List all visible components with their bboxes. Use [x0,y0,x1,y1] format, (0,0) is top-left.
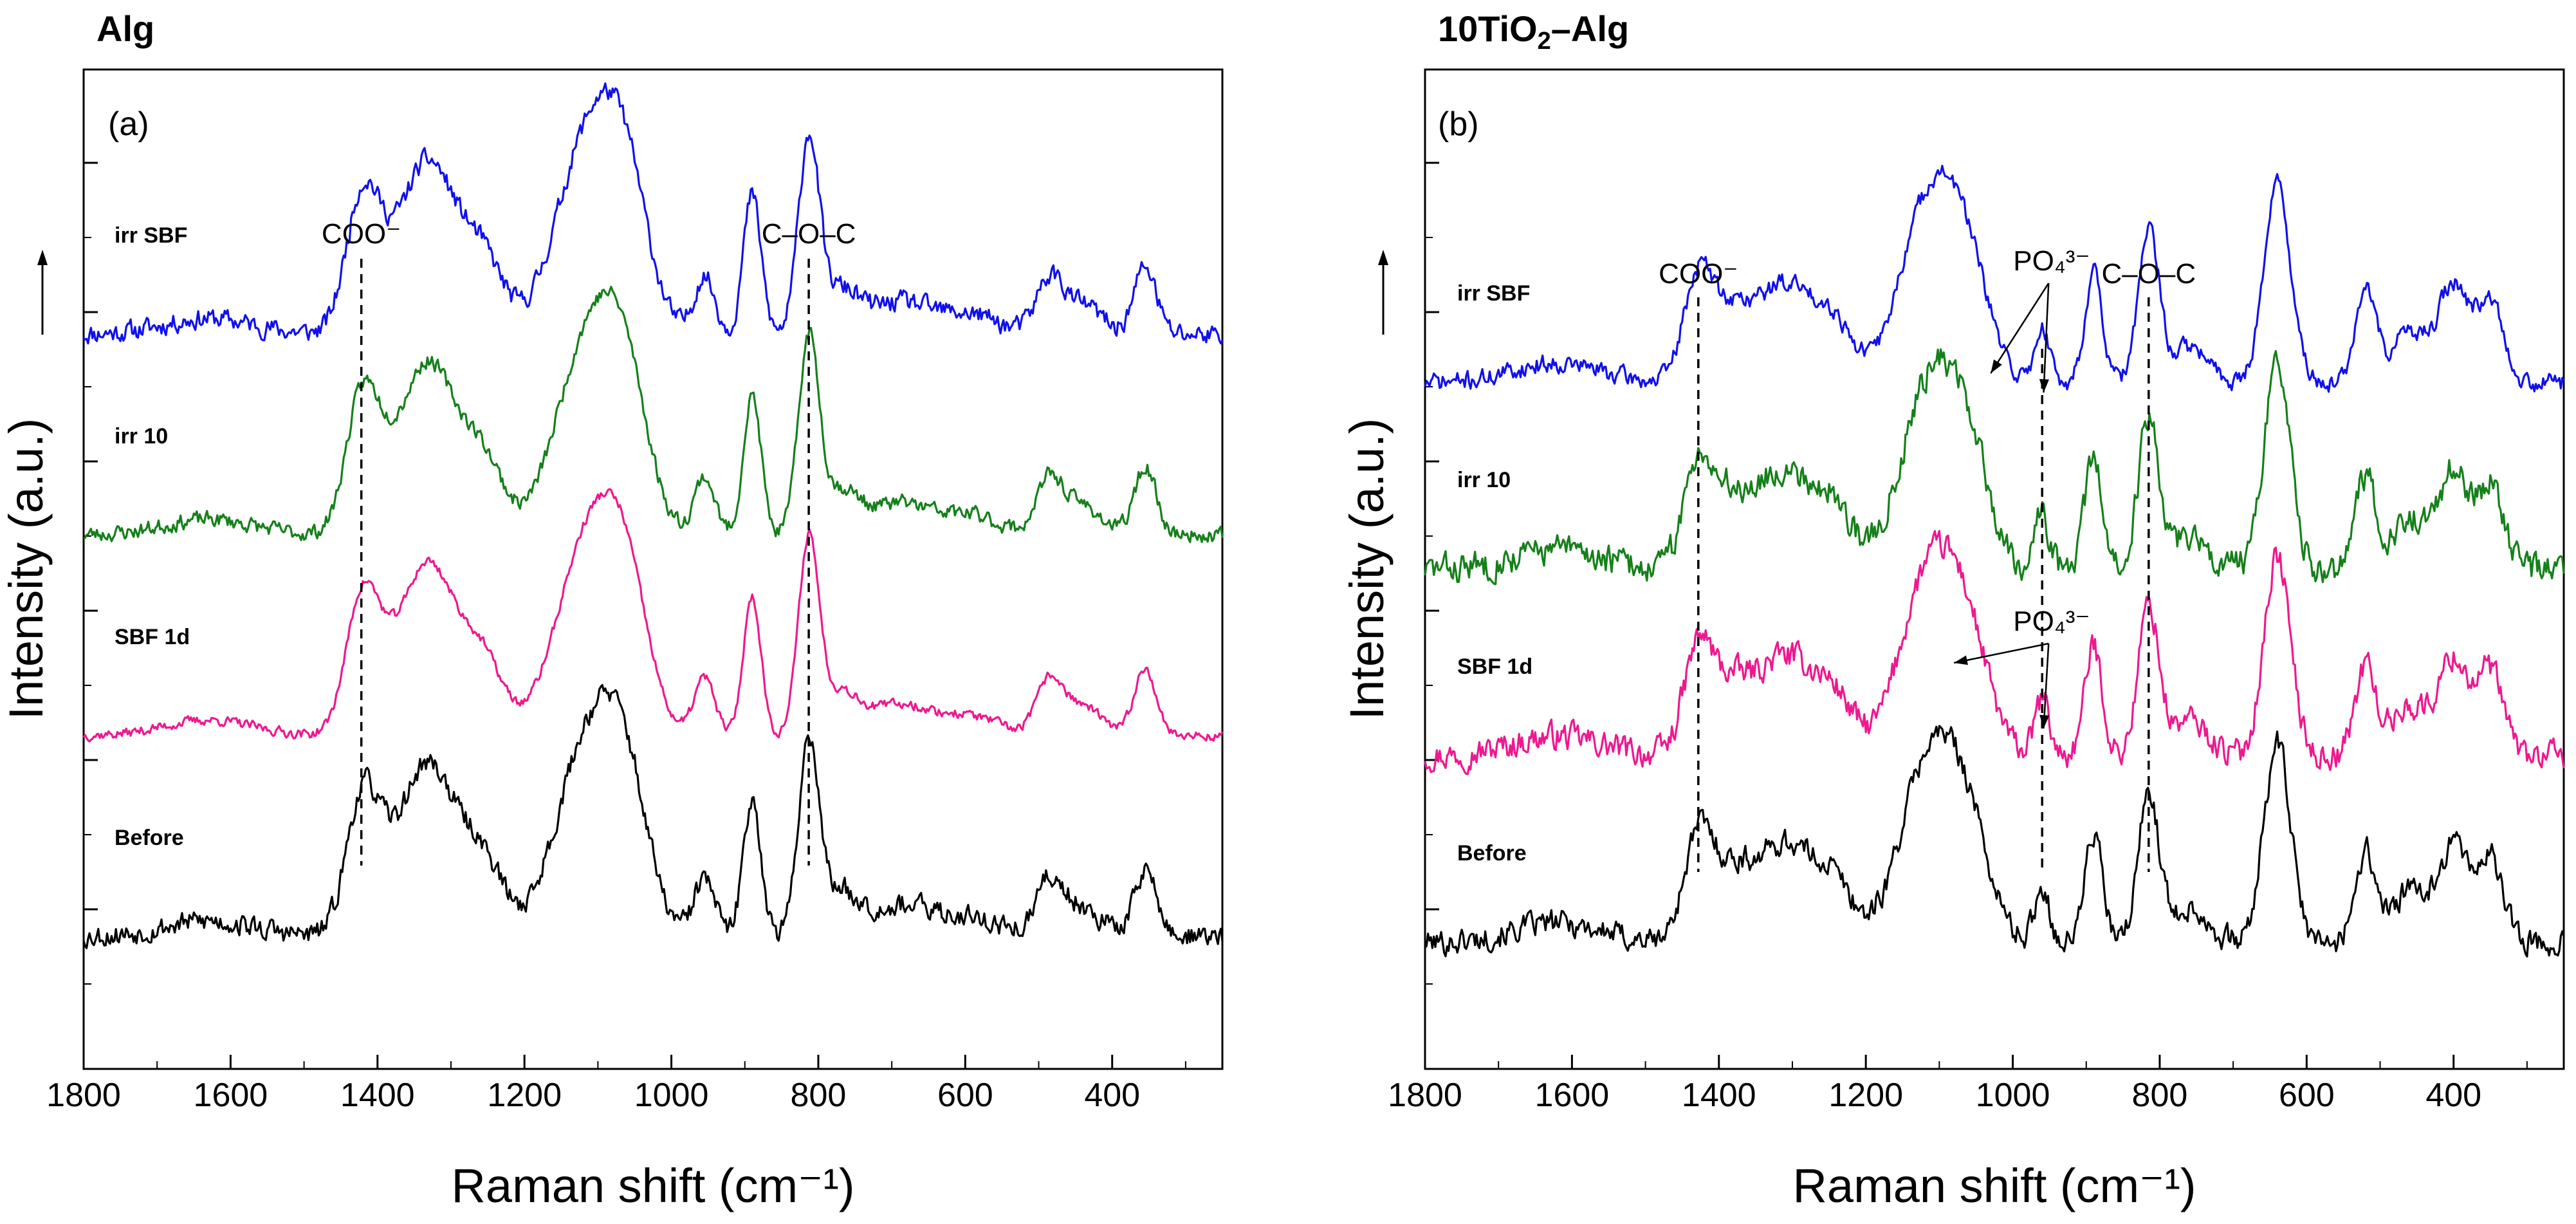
panel-b-x-tick-label-600: 600 [2279,1077,2335,1114]
panel-a-series-irr-sbf [82,82,1224,345]
panel-b-x-tick-label-400: 400 [2425,1077,2481,1114]
panel-b-series-before [1424,725,2565,958]
panel-a-x-tick-label-400: 400 [1084,1077,1140,1114]
panel-b-annotation-arrow-2-1 [2043,283,2050,393]
panel-b-x-tick-label-1600: 1600 [1535,1077,1610,1114]
panel-a-letter: (a) [108,106,149,143]
panel-b-annotation-label-2: PO₄³⁻ [2013,245,2090,277]
panel-a-x-tick-label-1400: 1400 [340,1077,415,1114]
panel-b-annotation-arrowhead-2-1 [2039,379,2049,393]
panel-b-annotation-arrowhead-3-1 [2039,714,2050,728]
panel-b-annotation-label-0: COO⁻ [1659,258,1738,290]
panel-a-series-label-sbf-1d: SBF 1d [115,625,190,649]
panel-b-annotation-arrowhead-3-0 [1954,655,1968,665]
panel-b-x-tick-label-800: 800 [2132,1077,2188,1114]
panel-a-series-label-before: Before [115,826,184,850]
panel-b-series-label-sbf-1d: SBF 1d [1457,654,1532,679]
panel-a-x-axis-title: Raman shift (cm⁻¹) [451,1159,854,1212]
panel-b-plot-area: irr SBF irr 10 SBF 1d Before [1424,165,2565,958]
panel-a-y-arrow [37,250,48,335]
panel-b: 10TiO2–Alg (b) Raman shift (cm⁻¹) Intens… [1340,8,2565,1212]
panel-a-series-label-irr-sbf: irr SBF [115,223,187,248]
panel-a-x-tick-label-1600: 1600 [194,1077,268,1114]
panel-b-x-tick-label-1000: 1000 [1976,1077,2050,1114]
panel-a-series-sbf-1d [82,488,1224,743]
panel-b-x-axis-title: Raman shift (cm⁻¹) [1792,1159,2196,1212]
panel-a-plot-area: irr SBF irr 10 SBF 1d Before [82,82,1224,949]
panel-b-series-irr-10 [1424,348,2565,586]
panel-b-y-axis-title: Intensity (a.u.) [1340,418,1394,720]
panel-a-x-tick-label-1200: 1200 [487,1077,562,1114]
panel-b-annotation-label-3: PO₄³⁻ [2013,606,2090,637]
panel-a-series-label-irr-10: irr 10 [115,424,168,449]
panel-b-annotation-arrow-3-1 [2043,643,2050,729]
panel-b-annotation-arrowhead-2-0 [1991,359,2002,373]
panel-b-annotation-arrow-2-0 [1990,283,2050,374]
panel-a-x-tick-label-600: 600 [937,1077,993,1114]
panel-a-annotation-label-1: C–O–C [762,218,856,250]
panel-a-frame [82,68,1224,1070]
panel-a-x-tick-label-1800: 1800 [46,1077,121,1114]
panel-a-series-irr-10 [83,286,1224,544]
panel-b-title: 10TiO2–Alg [1438,8,1629,55]
panel-b-x-tick-label-1800: 1800 [1388,1077,1462,1114]
panel-b-y-arrow [1378,250,1388,335]
panel-b-series-label-before: Before [1457,841,1527,866]
panel-a-annotation-label-0: COO⁻ [322,218,401,250]
panel-a-x-tick-label-800: 800 [791,1077,847,1114]
panel-b-annotation-arrow-3-0 [1953,642,2049,664]
panel-b-x-tick-label-1400: 1400 [1682,1077,1756,1114]
panel-b-letter: (b) [1438,106,1479,143]
panel-b-series-label-irr-sbf: irr SBF [1457,281,1530,306]
panel-a-title: Alg [97,8,154,49]
panel-b-series-irr-sbf [1424,165,2565,393]
panel-b-series-sbf-1d [1424,530,2565,775]
panel-a-y-axis-title: Intensity (a.u.) [0,418,53,720]
panel-a: Alg (a) Raman shift (cm⁻¹) Intensity (a.… [0,8,1224,1212]
panel-a-x-tick-label-1000: 1000 [634,1077,709,1114]
panel-b-annotation-label-1: C–O–C [2101,258,2196,290]
panel-b-series-label-irr-10: irr 10 [1457,468,1511,492]
panel-a-series-before [82,683,1224,949]
panel-b-x-tick-label-1200: 1200 [1828,1077,1903,1114]
